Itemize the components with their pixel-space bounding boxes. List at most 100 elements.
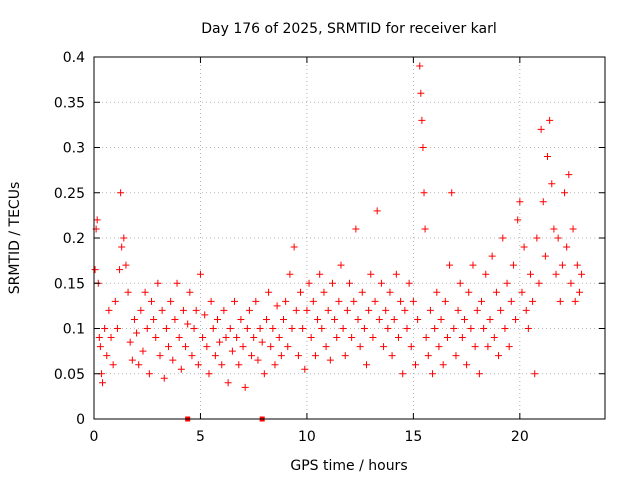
data-point [405,279,413,287]
data-point [531,370,539,378]
data-point [209,325,217,332]
data-point [524,325,532,332]
data-point [297,288,305,296]
data-point [184,320,192,328]
y-tick-label: 0.35 [54,95,85,111]
data-point [403,325,411,332]
data-point [290,243,298,251]
data-point [307,334,315,342]
data-point [354,315,362,323]
data-point [424,352,432,360]
data-point [509,261,517,269]
data-point [124,288,132,296]
data-point [392,270,400,278]
data-point [243,325,251,332]
data-point [367,270,375,278]
data-point [117,189,125,197]
data-point [478,297,486,305]
data-point [309,297,317,305]
data-point [522,306,530,314]
data-point [122,261,130,269]
data-point [456,279,464,287]
data-point [107,334,115,342]
data-point [429,370,437,378]
data-point [188,352,196,360]
y-tick-label: 0.15 [54,276,85,292]
data-point [147,297,155,305]
data-point [101,325,109,332]
data-point [199,334,207,342]
data-point [412,361,420,369]
data-point [331,315,339,323]
data-point [548,180,556,188]
data-point [375,315,383,323]
data-point [546,116,554,124]
data-point [417,89,425,97]
data-point [339,325,347,332]
data-point [537,125,545,133]
data-point [358,288,366,296]
data-point [495,352,503,360]
data-point [324,306,332,314]
data-point [103,352,111,360]
data-point [213,315,221,323]
data-point [190,325,198,332]
data-point [299,325,307,332]
data-point [231,297,239,305]
y-tick-label: 0.4 [63,50,85,66]
data-point [505,343,513,351]
x-tick-label: 5 [196,429,205,445]
data-point [173,279,181,287]
data-point [337,261,345,269]
data-point [475,370,483,378]
data-point [535,279,543,287]
data-point [520,243,528,251]
data-point [377,279,385,287]
data-point [448,189,456,197]
chart-title: Day 176 of 2025, SRMTID for receiver kar… [201,21,497,37]
data-point [320,288,328,296]
data-point [373,207,381,215]
data-point [167,297,175,305]
data-point [346,279,353,287]
data-point [454,306,462,314]
data-point [578,270,586,278]
data-point [563,243,571,251]
data-point [335,297,343,305]
data-point [348,334,356,342]
data-point [567,279,575,287]
data-point [96,343,104,351]
data-point [328,279,336,287]
data-point [311,352,319,360]
data-point [265,288,273,296]
data-point [116,266,124,274]
data-point [145,370,153,378]
data-point [399,370,407,378]
x-tick-label: 20 [511,429,529,445]
data-point [386,288,394,296]
data-point [452,352,460,360]
data-point [111,297,119,305]
data-point [421,225,429,233]
y-tick-label: 0.05 [54,367,85,383]
data-point [433,288,441,296]
data-point [439,361,447,369]
data-point [160,374,168,382]
data-point [550,225,558,233]
data-point [418,116,426,124]
data-point [503,279,511,287]
data-point [113,325,121,332]
data-point [277,352,285,360]
data-point [507,297,515,305]
data-point [233,334,241,342]
data-point [322,343,330,351]
data-point [558,261,566,269]
data-point [575,288,583,296]
data-point [460,315,468,323]
data-point [401,306,409,314]
data-point [241,383,249,391]
data-point [120,234,128,242]
data-point [252,297,260,305]
data-point [169,356,177,364]
data-point [371,297,379,305]
